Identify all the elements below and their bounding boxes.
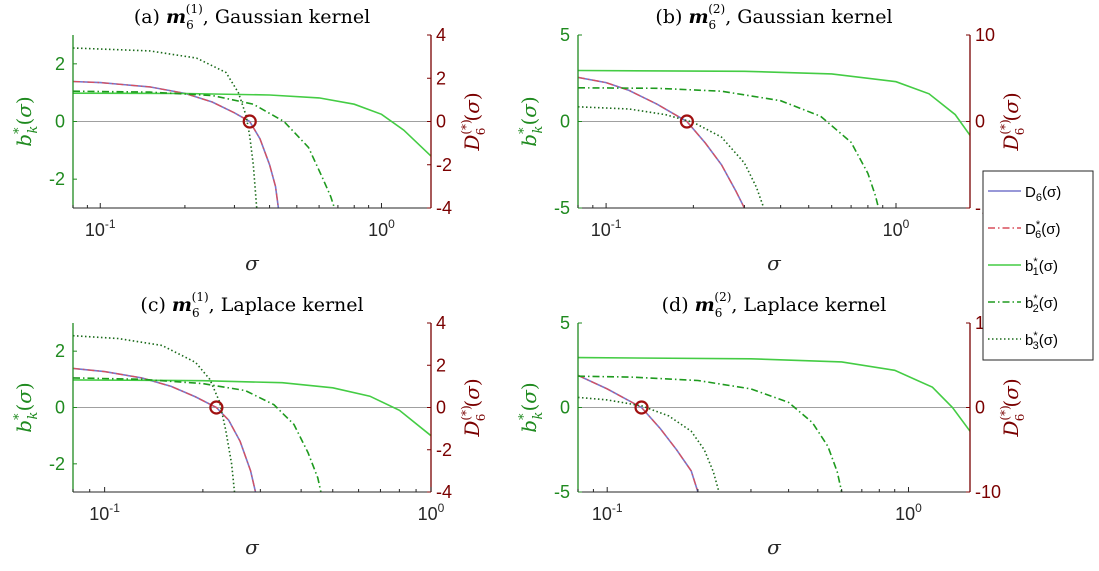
- panel-title: (d) m6(2), Laplace kernel: [662, 290, 887, 320]
- right-tick-label: 0: [436, 112, 446, 132]
- legend-label: b* 2(σ): [1025, 293, 1058, 315]
- x-tick-label: 100: [368, 217, 395, 240]
- series-b2: [73, 377, 322, 492]
- plot-area: [578, 69, 970, 208]
- series-b1: [73, 92, 431, 157]
- plot-area: [73, 334, 431, 492]
- right-axis-label: D(*)6(σ): [459, 92, 488, 151]
- left-tick-label: 5: [560, 313, 570, 333]
- zero-crossing-marker: [634, 400, 649, 415]
- right-tick-label: 0: [436, 398, 446, 418]
- left-tick-label: 2: [55, 341, 65, 361]
- series-D6star: [73, 367, 257, 492]
- series-D6star: [578, 374, 699, 492]
- left-tick-label: 0: [560, 112, 570, 132]
- plot-area: [578, 356, 970, 492]
- left-axis-label: b*k(σ): [517, 96, 546, 146]
- x-tick-label: 10-1: [89, 501, 120, 524]
- x-axis-label: σ: [767, 535, 782, 559]
- series-b1: [578, 356, 970, 432]
- left-tick-label: 0: [560, 398, 570, 418]
- right-tick-label: 4: [436, 313, 446, 333]
- series-b1: [73, 379, 431, 437]
- right-axis-label: D(*)6(σ): [998, 378, 1027, 437]
- right-tick-label: -2: [436, 440, 452, 460]
- right-tick-label: -2: [436, 155, 452, 175]
- panel-title: (c) m6(1), Laplace kernel: [140, 290, 363, 320]
- x-axis-label: σ: [245, 535, 260, 559]
- right-axis-label: D(*)6(σ): [998, 92, 1027, 151]
- x-tick-label: 10-1: [592, 501, 623, 524]
- left-tick-label: 5: [560, 25, 570, 45]
- zero-crossing-marker: [209, 400, 224, 415]
- panel-title: (b) m6(2), Gaussian kernel: [655, 2, 892, 32]
- left-tick-label: -2: [49, 454, 65, 474]
- legend-item-D6: D6(σ): [988, 184, 1061, 204]
- plot-area: [73, 47, 431, 208]
- left-tick-label: 0: [55, 112, 65, 132]
- panel-a: 10-1 100 -2 0 2 -4 -2 0 2 4 (a) m6(1), Gaussian ke…: [12, 2, 488, 275]
- x-tick-label: 100: [418, 501, 445, 524]
- left-axis-label: b*k(σ): [12, 382, 41, 432]
- series-b1: [578, 69, 970, 136]
- legend-item-D6star: D* 6(σ): [988, 219, 1061, 241]
- right-tick-label: 0: [975, 112, 985, 132]
- left-tick-label: 0: [55, 398, 65, 418]
- series-b3: [73, 334, 236, 492]
- series-D6: [578, 76, 746, 208]
- series-D6: [578, 374, 699, 492]
- right-tick-label: -4: [436, 198, 452, 218]
- legend-label: b* 3(σ): [1025, 330, 1058, 352]
- series-b2: [578, 375, 843, 492]
- series-D6: [73, 80, 280, 208]
- left-tick-label: -2: [49, 169, 65, 189]
- legend-item-b1: b* 1(σ): [988, 256, 1058, 278]
- zero-crossing-marker: [679, 114, 695, 129]
- panel-title: (a) m6(1), Gaussian kernel: [134, 2, 370, 32]
- legend-label: D* 6(σ): [1025, 219, 1061, 241]
- series-D6: [73, 367, 257, 492]
- right-tick-label: 10: [975, 25, 995, 45]
- left-tick-label: -5: [554, 198, 570, 218]
- x-tick-label: 100: [883, 217, 910, 240]
- legend: D6(σ) D* 6(σ) b* 1(σ) b* 2(σ) b* 3(σ): [982, 170, 1094, 361]
- left-tick-label: -5: [554, 482, 570, 502]
- x-tick-label: 100: [895, 501, 922, 524]
- right-tick-label: 4: [436, 25, 446, 45]
- right-tick-label: 0: [975, 398, 985, 418]
- x-axis-label: σ: [767, 251, 782, 275]
- series-b2: [73, 90, 336, 208]
- x-axis-label: σ: [245, 251, 260, 275]
- right-tick-label: -4: [436, 482, 452, 502]
- series-b3: [578, 396, 720, 492]
- legend-item-b3: b* 3(σ): [988, 330, 1058, 352]
- left-axis-label: b*k(σ): [517, 382, 546, 432]
- series-b2: [578, 87, 880, 208]
- x-tick-label: 10-1: [591, 217, 622, 240]
- right-tick-label: 2: [436, 68, 446, 88]
- series-b3: [73, 47, 258, 208]
- panel-c: 10-1 100 -2 0 2 -4 -2 0 2 4 (c) m6(1), Laplace ker…: [12, 290, 488, 559]
- right-tick-label: -10: [975, 482, 1001, 502]
- legend-item-b2: b* 2(σ): [988, 293, 1058, 315]
- series-D6star: [73, 80, 280, 208]
- right-tick-label: 2: [436, 355, 446, 375]
- zero-crossing-marker: [242, 114, 257, 129]
- series-b3: [578, 106, 765, 208]
- x-tick-label: 10-1: [85, 217, 116, 240]
- left-tick-label: 2: [55, 54, 65, 74]
- legend-label: D6(σ): [1025, 184, 1061, 204]
- legend-label: b* 1(σ): [1025, 256, 1058, 278]
- left-axis-label: b*k(σ): [12, 96, 41, 146]
- right-axis-label: D(*)6(σ): [459, 378, 488, 437]
- series-D6star: [578, 76, 745, 208]
